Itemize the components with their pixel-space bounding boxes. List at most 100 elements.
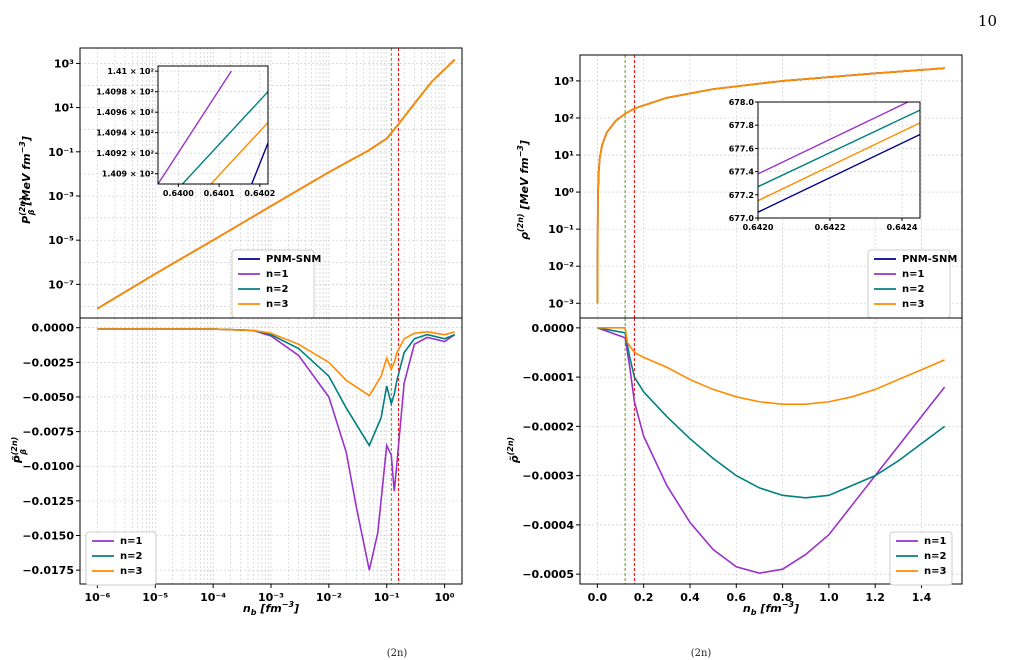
y-tick-label: 10⁰ bbox=[554, 186, 574, 199]
inset-y-tick-label: 677.0 bbox=[729, 214, 755, 223]
series-line-n=3 bbox=[96, 58, 456, 310]
legend-label: n=1 bbox=[924, 536, 946, 547]
legend-label: n=2 bbox=[120, 551, 142, 562]
inset-line-PNM-SNM bbox=[251, 142, 268, 184]
page-number: 10 bbox=[977, 12, 997, 30]
label-unit-exp: −3 bbox=[782, 600, 795, 609]
label-sub: b bbox=[751, 608, 757, 617]
inset-y-tick-label: 678.0 bbox=[729, 98, 755, 107]
caption-fragment: (2n) bbox=[387, 648, 408, 659]
y-tick-label: −0.0001 bbox=[522, 371, 574, 384]
y-tick-label: 10² bbox=[554, 112, 574, 125]
label-unit-exp: −3 bbox=[516, 145, 525, 158]
series-line-n=2 bbox=[97, 328, 456, 448]
legend-label: n=1 bbox=[266, 269, 288, 280]
inset-y-tick-label: 677.2 bbox=[729, 191, 754, 200]
inset-y-tick-label: 1.4094 × 10² bbox=[96, 129, 154, 138]
x-tick-label: 0.0 bbox=[588, 591, 608, 604]
axes-frame bbox=[579, 317, 963, 585]
legend-label: PNM-SNM bbox=[902, 254, 957, 265]
inset-frame bbox=[757, 101, 921, 219]
label-main: n bbox=[243, 602, 251, 615]
y-tick-label: 10⁻¹ bbox=[48, 146, 74, 159]
inset-y-tick-label: 677.6 bbox=[729, 144, 755, 153]
y-tick-label: 10³ bbox=[54, 57, 74, 70]
y-tick-label: −0.0075 bbox=[22, 426, 74, 439]
legend-label: n=1 bbox=[902, 269, 924, 280]
label-main: ρ bbox=[518, 232, 531, 240]
inset-y-tick-label: 1.409 × 10² bbox=[102, 170, 155, 179]
x-tick-label: 0.4 bbox=[680, 591, 700, 604]
y-tick-label: 10⁻⁵ bbox=[48, 234, 74, 247]
series-line-n=3 bbox=[97, 328, 455, 397]
label-unit-close: ] bbox=[293, 602, 299, 615]
inset-x-tick-label: 0.6400 bbox=[163, 189, 194, 198]
y-tick-label: 0.0000 bbox=[32, 322, 75, 335]
y-tick-label: 10¹ bbox=[54, 102, 74, 115]
label-main: P bbox=[20, 216, 33, 224]
x-tick-label: 1.2 bbox=[865, 591, 885, 604]
inset-line-n=2 bbox=[758, 109, 920, 188]
series-line-n=2 bbox=[597, 327, 946, 499]
y-tick-label: 10⁻² bbox=[548, 260, 574, 273]
legend-label: n=3 bbox=[266, 299, 288, 310]
x-axis-label: nb [fm−3] bbox=[743, 600, 799, 617]
x-tick-label: 0.8 bbox=[773, 591, 793, 604]
series-line-n=3 bbox=[597, 327, 945, 406]
x-tick-label: 10⁻³ bbox=[258, 591, 284, 604]
inset-x-tick-label: 0.6424 bbox=[887, 223, 918, 232]
right-bottom-panel: 0.0000 −0.0001 −0.0002 −0.0003 −0.0004 −0.000… bbox=[506, 317, 963, 617]
y-tick-label: 10⁻⁷ bbox=[48, 278, 74, 291]
inset-line-n=2 bbox=[181, 91, 268, 184]
x-tick-label: 10⁻⁶ bbox=[84, 591, 110, 604]
label-sub: b bbox=[251, 608, 257, 617]
caption: (2n) (2n) bbox=[387, 648, 712, 659]
inset-x-tick-label: 0.6422 bbox=[815, 223, 846, 232]
label-main: n bbox=[743, 602, 751, 615]
inset-frame bbox=[157, 65, 269, 185]
y-tick-label: −0.0100 bbox=[22, 460, 74, 473]
x-tick-label: 1.4 bbox=[912, 591, 932, 604]
y-axis-label: ρ(2n) [MeV fm−3] bbox=[516, 140, 531, 240]
label-sup: (2n) bbox=[516, 213, 525, 232]
series-line-n=1 bbox=[597, 327, 946, 574]
label-sup: (2n) bbox=[10, 437, 19, 456]
inset-y-tick-label: 1.4092 × 10² bbox=[96, 149, 154, 158]
y-tick-label: 0.0000 bbox=[532, 322, 575, 335]
inset-y-tick-label: 1.41 × 10² bbox=[107, 67, 154, 76]
x-axis-label: nb [fm−3] bbox=[243, 600, 299, 617]
y-tick-label: −0.0005 bbox=[522, 568, 574, 581]
y-tick-label: −0.0004 bbox=[522, 519, 574, 532]
inset-x-tick-label: 0.6420 bbox=[743, 223, 774, 232]
label-unit-close: ] bbox=[793, 602, 799, 615]
label-main: P̃ bbox=[12, 455, 25, 463]
label-unit: [MeV fm bbox=[20, 153, 33, 206]
x-tick-label: 10⁻⁵ bbox=[142, 591, 168, 604]
legend-label: n=2 bbox=[924, 551, 946, 562]
inset-line-PNM-SNM bbox=[758, 133, 920, 213]
label-sub: β bbox=[27, 209, 36, 216]
inset-line-n=3 bbox=[210, 121, 268, 184]
left-bottom-panel: 0.0000 −0.0025 −0.0050 −0.0075 −0.0100 −0.012… bbox=[10, 317, 463, 617]
legend-label: n=3 bbox=[120, 566, 142, 577]
inset-line-n=1 bbox=[758, 102, 910, 175]
inset-y-tick-label: 1.4096 × 10² bbox=[96, 108, 154, 117]
label-unit: [MeV fm bbox=[518, 157, 531, 210]
label-unit-exp: −3 bbox=[282, 600, 295, 609]
legend-label: n=2 bbox=[266, 284, 288, 295]
inset-bg bbox=[158, 66, 268, 184]
x-tick-label: 0.2 bbox=[634, 591, 654, 604]
x-tick-label: 10⁻² bbox=[316, 591, 342, 604]
y-axis-label: P̃(2n)β bbox=[10, 437, 28, 464]
x-tick-label: 10⁻⁴ bbox=[200, 591, 226, 604]
series-line-n=1 bbox=[97, 328, 456, 571]
inset-y-tick-label: 677.8 bbox=[729, 121, 755, 130]
legend-label: n=3 bbox=[924, 566, 946, 577]
inset-y-tick-label: 1.4098 × 10² bbox=[96, 88, 154, 97]
label-sup: (2n) bbox=[506, 437, 515, 456]
y-tick-label: 10⁻¹ bbox=[548, 223, 574, 236]
legend-label: n=2 bbox=[902, 284, 924, 295]
label-unit: [fm bbox=[259, 602, 281, 615]
label-sup: (2n) bbox=[18, 197, 27, 216]
